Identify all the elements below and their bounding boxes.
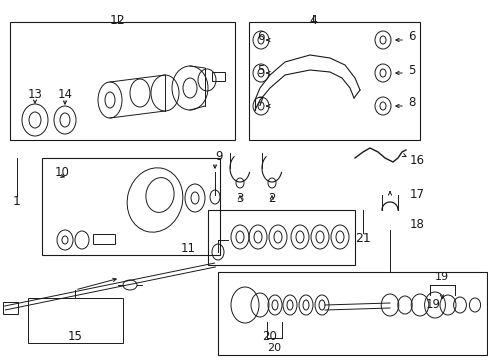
Text: 8: 8 (407, 96, 414, 109)
Bar (42, 158, 220, 255)
Text: 13: 13 (27, 89, 42, 102)
Bar (248, 22, 419, 140)
Text: 20: 20 (266, 343, 281, 353)
Text: 2: 2 (268, 192, 275, 204)
Bar (10, 22, 235, 140)
Text: 21: 21 (354, 232, 370, 245)
Bar (207, 210, 354, 265)
Text: 11: 11 (181, 243, 196, 256)
Bar (3, 302, 18, 314)
Bar (28, 298, 123, 343)
Text: 15: 15 (67, 329, 82, 342)
Text: 5: 5 (257, 63, 264, 77)
Text: 19: 19 (434, 272, 448, 282)
Text: 17: 17 (409, 189, 424, 202)
Text: 12: 12 (110, 14, 125, 27)
Text: 1: 1 (13, 195, 21, 208)
Text: 18: 18 (409, 219, 424, 231)
Text: 19: 19 (425, 298, 440, 311)
Text: 14: 14 (58, 89, 72, 102)
Text: 20: 20 (262, 329, 277, 342)
Text: 10: 10 (55, 166, 70, 179)
Text: 9: 9 (215, 150, 222, 163)
Bar (218, 272, 486, 355)
Text: 3: 3 (236, 192, 243, 204)
Text: 4: 4 (308, 14, 316, 27)
Text: 6: 6 (407, 31, 415, 44)
Text: 16: 16 (409, 153, 424, 166)
Text: 5: 5 (407, 63, 414, 77)
Text: 6: 6 (257, 31, 264, 44)
Text: 7: 7 (257, 96, 264, 109)
Bar (93, 234, 115, 244)
Bar (212, 72, 224, 81)
